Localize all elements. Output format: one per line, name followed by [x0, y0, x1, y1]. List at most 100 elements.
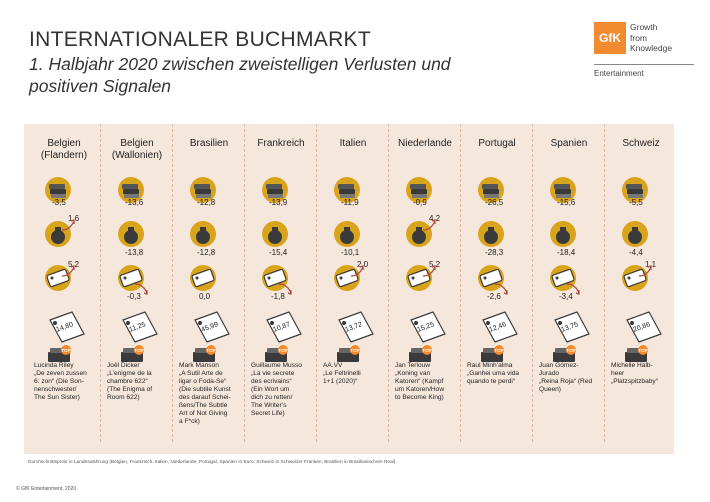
tag-hole	[195, 276, 199, 280]
price-change-value: 5,2	[68, 260, 80, 269]
arrow-up-icon	[350, 265, 364, 277]
top-badge-label: TOP	[61, 348, 70, 353]
books-icon	[262, 177, 288, 203]
top-badge-label: TOP	[206, 348, 215, 353]
bag-shape	[128, 227, 134, 232]
logo-line-1: Growth	[630, 22, 658, 32]
tag-hole	[414, 321, 418, 325]
avg-price-tag-icon	[194, 311, 230, 343]
book-shape	[626, 184, 642, 189]
top-book-icon: TOP	[625, 345, 648, 362]
moneybag-icon	[262, 221, 288, 247]
arrow-up-icon	[422, 219, 436, 231]
country-column: Niederlande -0,9 4,2 5,2 15,25 TOP Jan Terlouw…	[388, 124, 461, 442]
bag-shape	[51, 230, 65, 244]
country-name: Portugal	[478, 138, 516, 149]
units-change-value: -13,9	[269, 198, 288, 207]
country-panel: Belgien (Flandern) -3,5 1,6 5,2 14,80 TOP Lucin…	[24, 124, 674, 454]
top-badge	[61, 345, 71, 355]
top-badge	[350, 345, 360, 355]
book-shape	[627, 189, 643, 194]
book-shape	[123, 189, 139, 194]
top-book-title: Joël Dicker „L’enigme de la chambre 622“ (T…	[107, 362, 153, 401]
tag-hole	[411, 276, 415, 280]
price-change-value: 1,1	[645, 260, 657, 269]
bag-shape	[344, 227, 350, 232]
book-shape	[339, 189, 355, 194]
country-column: Portugal -26,5 -28,3 -2,6 12,46 TOP Raul Minh’…	[460, 124, 533, 442]
book-shape	[122, 184, 138, 189]
bag-shape	[412, 230, 426, 244]
tag-shape	[479, 268, 503, 288]
country-column: Spanien -15,6 -18,4 -3,4 13,75 TOP Juan Gómez-…	[532, 124, 605, 442]
book-shape	[554, 184, 570, 189]
arrow-path	[494, 283, 508, 294]
top-badge	[494, 345, 504, 355]
logo-subtitle: Entertainment	[594, 69, 644, 78]
arrow-up-icon	[422, 265, 436, 277]
bag-shape	[416, 227, 422, 232]
price-change-value: -1,8	[271, 292, 285, 301]
book-shape	[124, 194, 139, 198]
books-icon	[334, 177, 360, 203]
books-icon	[406, 177, 432, 203]
moneybag-icon	[622, 221, 648, 247]
bag-shape	[632, 227, 638, 232]
book-shape	[266, 184, 282, 189]
top-book-icon: TOP	[409, 345, 432, 362]
gfk-logo: GfK Growth from Knowledge Entertainment	[594, 22, 694, 82]
arrow-head	[359, 265, 364, 270]
sales-change-value: -4,4	[629, 248, 643, 257]
books-icon	[550, 177, 576, 203]
book-shape	[267, 189, 283, 194]
tag-hole	[342, 321, 346, 325]
arrow-head	[143, 290, 148, 295]
avg-price-tag-icon	[338, 311, 374, 343]
arrow-path	[350, 266, 364, 277]
books-icon	[622, 177, 648, 203]
avg-price-tag-icon	[266, 311, 302, 343]
arrow-up-icon	[61, 265, 75, 277]
arrow-path	[278, 283, 292, 294]
moneybag-icon	[190, 221, 216, 247]
moneybag-icon	[550, 221, 576, 247]
units-change-value: -26,5	[485, 198, 504, 207]
page-title: INTERNATIONALER BUCHMARKT	[29, 28, 371, 51]
price-change-value: -0,3	[127, 292, 141, 301]
sales-change-value: -15,4	[269, 248, 288, 257]
country-column: Schweiz -5,5 -4,4 1,1 20,86 TOP Michelle Halb-…	[604, 124, 677, 442]
tag-hole	[483, 276, 487, 280]
arrow-down-icon	[494, 283, 508, 295]
arrow-up-icon	[61, 219, 75, 231]
sales-change-value: -12,8	[197, 248, 216, 257]
tag-outline	[49, 311, 85, 343]
arrow-path	[422, 220, 436, 231]
top-book-title: Juan Gómez- Jurado „Reina Roja“ (Red Queen)	[539, 362, 593, 393]
pricetag-icon	[406, 265, 432, 291]
tag-hole	[339, 276, 343, 280]
price-change-value: 2,0	[357, 260, 369, 269]
arrow-up-icon	[638, 265, 652, 277]
top-badge-label: TOP	[278, 348, 287, 353]
arrow-head	[431, 265, 436, 270]
arrow-path	[134, 283, 148, 294]
bag-shape	[268, 230, 282, 244]
avg-price-tag-icon	[554, 311, 590, 343]
sales-change-value: -18,4	[557, 248, 576, 257]
sales-change-value: -28,3	[485, 248, 504, 257]
tag-shape	[119, 268, 143, 288]
arrow-down-icon	[134, 283, 148, 295]
tag-hole	[270, 321, 274, 325]
tag-outline	[626, 311, 662, 343]
top-badge	[206, 345, 216, 355]
book-shape	[483, 189, 499, 194]
units-change-value: -3,5	[52, 198, 66, 207]
country-name: Belgien (Flandern)	[40, 138, 88, 161]
top-book-icon: TOP	[265, 345, 288, 362]
bag-shape	[124, 230, 138, 244]
avg-price-tag-icon	[49, 311, 85, 343]
units-change-value: -12,8	[197, 198, 216, 207]
tag-hole	[53, 321, 57, 325]
tag-shape	[263, 268, 287, 288]
units-change-value: -0,9	[413, 198, 427, 207]
